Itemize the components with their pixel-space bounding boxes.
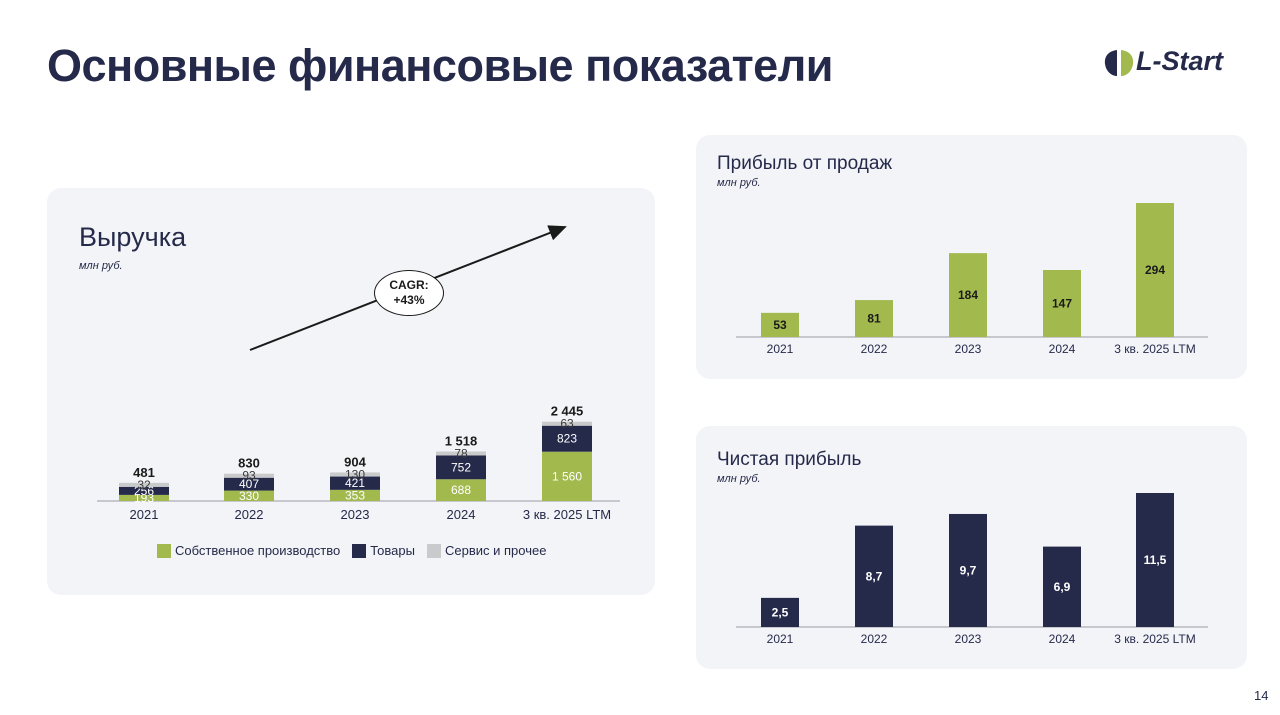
bar-segment [436,479,486,501]
legend-swatch-green [157,543,171,558]
revenue-chart: 1932563248120213304079383020223534211309… [97,225,620,522]
category-label: 2022 [861,342,888,356]
bar-value-label: 53 [773,318,787,332]
bar-segment [224,490,274,501]
revenue-title: Выручка [79,222,187,252]
bar [1043,270,1081,337]
revenue-panel: Выручка млн руб. 193 256 32 481 2021 330 407 93… [47,188,655,595]
bar-segment [330,476,380,490]
segment-label: 1 560 [552,469,582,483]
segment-label: 256 [134,484,154,498]
bar-value-label: 147 [1052,297,1072,311]
bar-segment [224,477,274,491]
cagr-value: +43% [393,293,425,307]
net-profit-chart: 2,5 2021 8,7 2022 9,7 2023 6,9 2024 11,5 3 кв. 20… [736,493,1208,646]
segment-label: 353 [345,488,365,502]
category-label: 2021 [130,507,159,522]
segment-label: 32 [137,478,151,492]
legend-item-goods: Товары [352,543,415,558]
total-label: 1 518 [445,433,478,448]
company-logo: L-Start [1100,44,1245,84]
bar [1136,203,1174,337]
legend-item-own-production: Собственное производство [157,543,340,558]
revenue-unit: млн руб. [79,260,123,272]
bar-value-label: 6,9 [1054,580,1071,594]
bar [855,300,893,337]
bar-value-label: 294 [1145,263,1165,277]
sales-profit-panel: Прибыль от продаж млн руб. 53 2021 81 2022 1… [696,135,1247,379]
total-label: 904 [344,454,366,469]
bar-segment [436,455,486,480]
legend-swatch-navy [352,543,367,558]
total-label: 830 [238,456,260,471]
bar-value-label: 2,5 [772,605,789,619]
bar-segment [330,472,380,477]
net-profit-panel: Чистая прибыль млн руб. 2,5 2021 8,7 2022 9,… [696,426,1247,669]
category-label: 2024 [447,507,476,522]
bar-segment [119,494,169,501]
bar-value-label: 11,5 [1144,553,1167,567]
logo-icon [1104,50,1134,76]
segment-label: 752 [451,460,471,474]
segment-label: 93 [242,469,256,483]
bar-segment [542,425,592,452]
category-label: 3 кв. 2025 LTM [523,507,611,522]
category-label: 2021 [767,342,794,356]
bar [1043,546,1081,627]
segment-label: 688 [451,483,471,497]
net-profit-title: Чистая прибыль [717,449,862,470]
bar-segment [542,421,592,426]
cagr-bubble: CAGR: +43% [374,270,444,316]
legend-label: Собственное производство [175,543,341,558]
bar-segment [330,489,380,501]
category-label: 2024 [1049,342,1076,356]
bar [855,525,893,627]
bar [761,597,799,627]
page-title: Основные финансовые показатели [47,40,833,91]
bar-segment [542,451,592,501]
category-label: 2022 [861,632,888,646]
logo-text: L-Start [1136,46,1223,76]
legend-swatch-grey [426,543,441,558]
category-label: 3 кв. 2025 LTM [1114,632,1195,646]
bar-value-label: 184 [958,288,978,302]
segment-label: 823 [557,432,577,446]
bar [761,312,799,337]
bar-value-label: 81 [867,312,881,326]
revenue-legend: Собственное производство Товары Сервис и… [157,543,546,558]
page-number: 14 [1254,688,1269,703]
total-label: 481 [133,465,155,480]
sales-profit-unit: млн руб. [717,177,761,189]
bar-segment [224,473,274,478]
bar-segment [119,482,169,487]
category-label: 2023 [341,507,370,522]
bar-value-label: 9,7 [960,563,977,577]
category-label: 2022 [235,507,264,522]
bar [1136,493,1174,627]
segment-label: 407 [239,477,259,491]
bar-segment [119,486,169,495]
bar [949,253,987,337]
bar [949,513,987,627]
sales-profit-chart: 53 2021 81 2022 184 2023 147 2024 294 3 кв. 2025 … [736,203,1208,356]
category-label: 2024 [1049,632,1076,646]
category-label: 2021 [767,632,794,646]
segment-label: 78 [454,446,468,460]
category-label: 2023 [955,632,982,646]
category-label: 2023 [955,342,982,356]
legend-item-service: Сервис и прочее [426,543,547,558]
segment-label: 421 [345,476,365,490]
segment-label: 130 [345,467,365,481]
bar-value-label: 8,7 [866,569,883,583]
sales-profit-title: Прибыль от продаж [717,153,893,174]
net-profit-unit: млн руб. [717,473,761,485]
total-label: 2 445 [551,404,584,419]
category-label: 3 кв. 2025 LTM [1114,342,1195,356]
bar-segment [436,451,486,456]
legend-label: Сервис и прочее [444,543,547,558]
segment-label: 330 [239,489,259,503]
cagr-label: CAGR: [389,278,429,292]
segment-label: 63 [560,417,574,431]
legend-label: Товары [370,543,415,558]
